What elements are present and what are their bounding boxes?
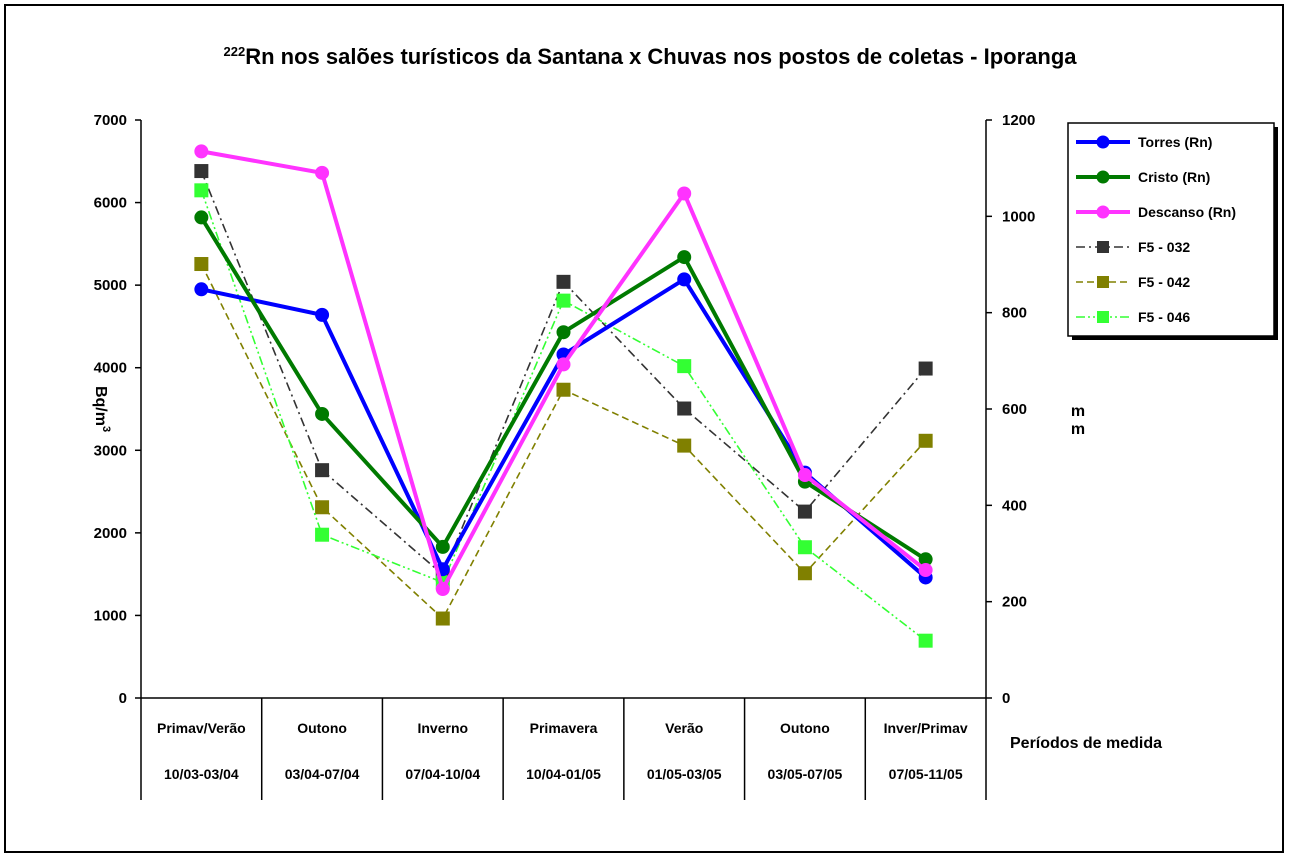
- legend-swatch-marker: [1097, 276, 1109, 288]
- right-y-tick-label: 200: [1002, 594, 1027, 611]
- legend-swatch-marker: [1097, 241, 1109, 253]
- right-y-tick-label: 0: [1002, 690, 1010, 707]
- data-point: [315, 500, 330, 515]
- category-date-label: 03/05-07/05: [768, 766, 843, 782]
- data-point: [556, 357, 571, 372]
- legend-entry-label: F5 - 032: [1138, 239, 1190, 255]
- legend-swatch-marker: [1096, 205, 1110, 219]
- data-point: [435, 539, 450, 554]
- chart-title-superscript: 222: [223, 44, 245, 59]
- category-date-label: 07/05-11/05: [889, 766, 963, 782]
- data-point: [677, 186, 692, 201]
- x-axis-title: Períodos de medida: [1010, 735, 1162, 752]
- data-point: [194, 257, 209, 272]
- category-label: Outono: [780, 720, 830, 736]
- series-f5-032: [194, 164, 933, 582]
- category-date-label: 07/04-10/04: [405, 766, 480, 782]
- right-y-tick-label: 1000: [1002, 208, 1035, 225]
- data-point: [918, 433, 933, 448]
- data-point: [315, 307, 330, 322]
- category-label: Primav/Verão: [157, 720, 246, 736]
- data-point: [556, 325, 571, 340]
- data-point: [194, 164, 209, 179]
- data-point: [797, 504, 812, 519]
- data-point: [556, 382, 571, 397]
- legend-swatch-marker: [1096, 135, 1110, 149]
- legend-swatch-marker: [1096, 170, 1110, 184]
- data-point: [918, 361, 933, 376]
- data-point: [918, 633, 933, 648]
- data-point: [797, 540, 812, 555]
- data-point: [194, 210, 209, 225]
- data-point: [435, 611, 450, 626]
- category-date-label: 10/04-01/05: [526, 766, 601, 782]
- category-label: Primavera: [530, 720, 598, 736]
- category-date-label: 03/04-07/04: [285, 766, 360, 782]
- series-f5-042: [194, 257, 933, 626]
- category-date-label: 10/03-03/04: [164, 766, 239, 782]
- series-line: [200, 276, 927, 579]
- data-point: [677, 250, 692, 265]
- left-y-tick-label: 2000: [94, 525, 127, 542]
- left-y-tick-label: 7000: [94, 112, 127, 129]
- series-f5-046: [194, 183, 933, 648]
- legend-entry-label: Cristo (Rn): [1138, 169, 1210, 185]
- data-point: [194, 282, 209, 297]
- right-y-axis-title-letter: m: [1071, 403, 1085, 420]
- series-line: [200, 190, 927, 642]
- data-point: [315, 527, 330, 542]
- category-date-label: 01/05-03/05: [647, 766, 722, 782]
- data-point: [677, 272, 692, 287]
- left-y-tick-label: 4000: [94, 360, 127, 377]
- data-point: [677, 438, 692, 453]
- data-point: [797, 566, 812, 581]
- data-point: [918, 563, 933, 578]
- chart-title-text: Rn nos salões turísticos da Santana x Ch…: [245, 44, 1077, 69]
- left-y-tick-label: 1000: [94, 607, 127, 624]
- axes: 0 1000 2000 3000 4000 5000 6000 7000 0 200 400 600 8…: [92, 112, 1162, 800]
- legend-swatch-marker: [1097, 311, 1109, 323]
- data-point: [677, 401, 692, 416]
- data-point: [797, 468, 812, 483]
- data-point: [315, 463, 330, 478]
- data-point: [194, 183, 209, 198]
- legend-box: [1067, 122, 1275, 337]
- left-y-tick-label: 6000: [94, 195, 127, 212]
- legend: Torres (Rn) Cristo (Rn) Descanso (Rn) F5 - …: [1067, 122, 1278, 340]
- data-point: [435, 582, 450, 597]
- category-label: Inverno: [417, 720, 468, 736]
- legend-entry-label: F5 - 042: [1138, 274, 1190, 290]
- right-y-axis-title-letter: m: [1071, 421, 1085, 438]
- data-point: [677, 359, 692, 374]
- right-y-tick-label: 600: [1002, 401, 1027, 418]
- right-y-tick-label: 800: [1002, 305, 1027, 322]
- left-y-tick-label: 5000: [94, 277, 127, 294]
- series-layer: [194, 144, 933, 648]
- left-y-axis-title-superscript: 3: [100, 426, 112, 432]
- data-point: [556, 293, 571, 308]
- data-point: [556, 274, 571, 289]
- category-label: Outono: [297, 720, 347, 736]
- series-torres-rn-: [194, 272, 933, 585]
- series-descanso-rn-: [194, 144, 933, 597]
- left-y-axis-title: Bq/m3: [92, 386, 112, 432]
- series-line: [200, 170, 927, 577]
- chart-title: 222Rn nos salões turísticos da Santana x…: [223, 44, 1077, 69]
- category-label: Verão: [665, 720, 703, 736]
- legend-entry-label: Torres (Rn): [1138, 134, 1212, 150]
- left-y-tick-label: 3000: [94, 442, 127, 459]
- legend-entry-label: F5 - 046: [1138, 309, 1190, 325]
- category-label: Inver/Primav: [884, 720, 968, 736]
- right-y-tick-label: 1200: [1002, 112, 1035, 129]
- left-y-tick-label: 0: [119, 690, 127, 707]
- right-y-tick-label: 400: [1002, 497, 1027, 514]
- data-point: [315, 406, 330, 421]
- data-point: [194, 144, 209, 159]
- data-point: [315, 165, 330, 180]
- legend-entry-label: Descanso (Rn): [1138, 204, 1236, 220]
